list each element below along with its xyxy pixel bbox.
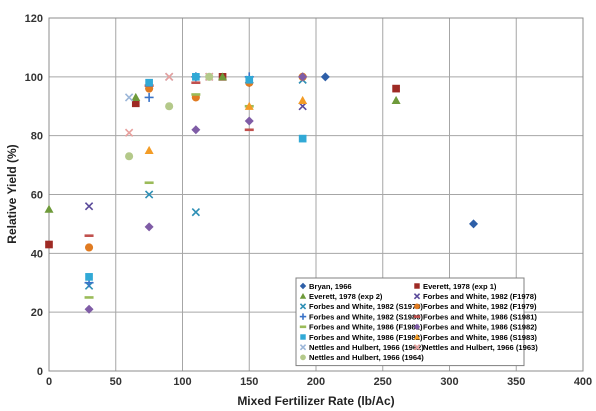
point-s14-1 [165, 102, 174, 111]
point-s10-2 [192, 73, 200, 81]
legend-label-8: Forbes and White, 1986 (F1981) [309, 323, 423, 332]
point-s9-2 [191, 125, 201, 135]
x-tick-label-2: 100 [173, 376, 191, 388]
point-s7-2 [191, 81, 201, 85]
point-s4-1 [144, 190, 154, 199]
legend-label-3: Forbes and White, 1982 (F1978) [423, 292, 537, 301]
point-s5-0 [85, 243, 94, 252]
x-tick-label-8: 400 [574, 376, 592, 388]
legend-label-2: Everett, 1978 (exp 2) [309, 292, 383, 301]
y-tick-label-5: 100 [25, 72, 43, 84]
legend-marker-0 [299, 282, 307, 290]
point-s2-3 [391, 95, 401, 104]
point-s14-0 [125, 152, 134, 161]
series-2 [44, 72, 401, 213]
point-s2-1 [131, 92, 141, 102]
point-s10-3 [245, 75, 254, 84]
point-s2-0 [44, 204, 54, 213]
y-tick-label-6: 120 [25, 13, 43, 25]
point-s7-0 [84, 234, 94, 237]
legend-label-0: Bryan, 1966 [309, 282, 352, 291]
point-s12-0 [124, 93, 134, 102]
legend-label-14: Nettles and Hulbert, 1966 (1964) [309, 353, 424, 362]
point-s11-1 [244, 101, 254, 110]
legend-label-9: Forbes and White, 1986 (S1982) [423, 323, 537, 332]
point-s10-0 [85, 273, 93, 281]
legend-marker-1 [414, 283, 420, 289]
point-s7-3 [244, 128, 254, 132]
point-s0-2 [320, 72, 330, 82]
x-axis-title: Mixed Fertilizer Rate (lb/Ac) [237, 394, 394, 408]
point-s2-2 [218, 72, 228, 81]
legend-label-4: Forbes and White, 1982 (S1979) [309, 302, 423, 311]
point-s9-1 [144, 222, 154, 232]
point-s13-1 [164, 72, 174, 81]
legend-marker-5 [414, 303, 420, 310]
data-points [44, 72, 479, 314]
point-s8-1 [144, 181, 154, 185]
legend-marker-10 [300, 334, 306, 340]
point-s11-0 [144, 145, 154, 154]
point-s9-0 [84, 304, 94, 314]
point-s14-2 [205, 72, 214, 81]
series-14 [125, 72, 214, 161]
legend-marker-6 [299, 313, 307, 320]
x-tick-label-6: 300 [440, 376, 458, 388]
y-axis-title: Relative Yield (%) [5, 144, 19, 243]
legend-label-10: Forbes and White, 1986 (F1982) [309, 333, 423, 342]
x-tick-label-7: 350 [507, 376, 525, 388]
x-tick-label-3: 150 [240, 376, 258, 388]
legend-label-1: Everett, 1978 (exp 1) [423, 282, 497, 291]
tick-labels: 0 50 100 150 200 250 300 350 400 0 20 40 60 80 100 120 [25, 13, 593, 388]
legend-marker-7 [413, 315, 421, 318]
point-s10-4 [298, 134, 307, 143]
y-tick-label-3: 60 [31, 190, 43, 202]
series-9 [84, 72, 308, 314]
point-s0-3 [469, 219, 479, 229]
legend-label-11: Forbes and White, 1986 (S1983) [423, 333, 537, 342]
legend-label-6: Forbes and White, 1982 (S1980) [309, 312, 423, 321]
point-s13-0 [124, 128, 134, 137]
legend-label-13: Nettles and Hulbert, 1966 (1963) [423, 343, 538, 352]
point-s11-2 [298, 95, 308, 104]
point-s8-0 [84, 296, 94, 299]
point-s3-0 [84, 202, 94, 211]
legend-label-5: Forbes and White, 1982 (F1979) [423, 302, 537, 311]
y-tick-label-2: 40 [31, 248, 43, 260]
y-tick-label-1: 20 [31, 307, 43, 319]
plot-area-border [48, 17, 584, 372]
point-s1-0 [45, 240, 53, 249]
point-s1-3 [392, 84, 400, 93]
point-s9-3 [244, 116, 254, 126]
point-s4-2 [191, 207, 201, 217]
series-11 [144, 95, 308, 154]
legend-marker-13 [413, 344, 421, 351]
legend: Bryan, 1966 Everett, 1978 (exp 1) Everett,… [295, 277, 538, 367]
legend-marker-2 [299, 293, 307, 299]
point-s6-1 [144, 92, 154, 102]
y-tick-label-0: 0 [37, 366, 43, 378]
legend-marker-3 [413, 293, 421, 300]
legend-marker-9 [413, 323, 421, 330]
point-s8-2 [191, 93, 201, 96]
legend-marker-11 [413, 333, 421, 340]
x-tick-label-1: 50 [110, 376, 122, 388]
x-tick-label-4: 200 [307, 376, 325, 388]
point-s9-4 [298, 72, 308, 82]
legend-marker-8 [299, 325, 307, 329]
series-10 [85, 73, 307, 281]
legend-marker-4 [299, 303, 307, 310]
x-tick-label-0: 0 [46, 376, 52, 388]
point-s1-1 [131, 99, 140, 108]
point-s10-1 [145, 78, 153, 87]
legend-box [295, 277, 525, 367]
legend-marker-12 [299, 344, 307, 351]
legend-marker-14 [300, 354, 306, 361]
x-tick-label-5: 250 [374, 376, 392, 388]
legend-label-12: Nettles and Hulbert, 1966 (1962) [309, 343, 424, 352]
legend-label-7: Forbes and White, 1986 (S1981) [423, 312, 537, 321]
y-tick-label-4: 80 [31, 131, 43, 143]
